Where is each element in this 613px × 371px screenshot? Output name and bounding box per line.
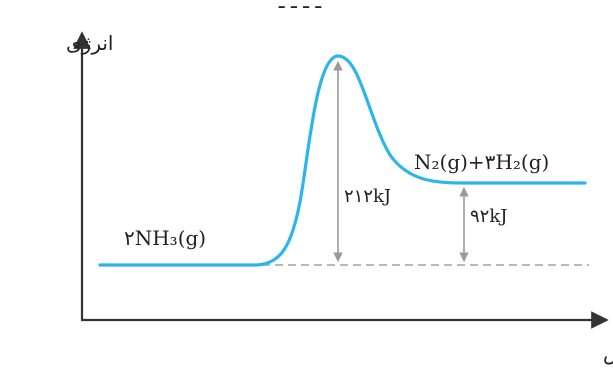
x-axis-label: پیشرفت واکنش — [603, 341, 613, 366]
energy-curve — [98, 54, 587, 267]
activation-energy-label: ۲۱۲kJ — [344, 186, 391, 207]
reaction-energy-label: ۹۲kJ — [470, 206, 507, 227]
y-axis-label: انرژی — [66, 31, 113, 55]
reactant-label: ۲NH₃(g) — [124, 226, 206, 250]
title-fragment: ـ ـ ـ ـ — [278, 0, 323, 13]
product-label: N₂(g)+۳H₂(g) — [414, 150, 549, 174]
